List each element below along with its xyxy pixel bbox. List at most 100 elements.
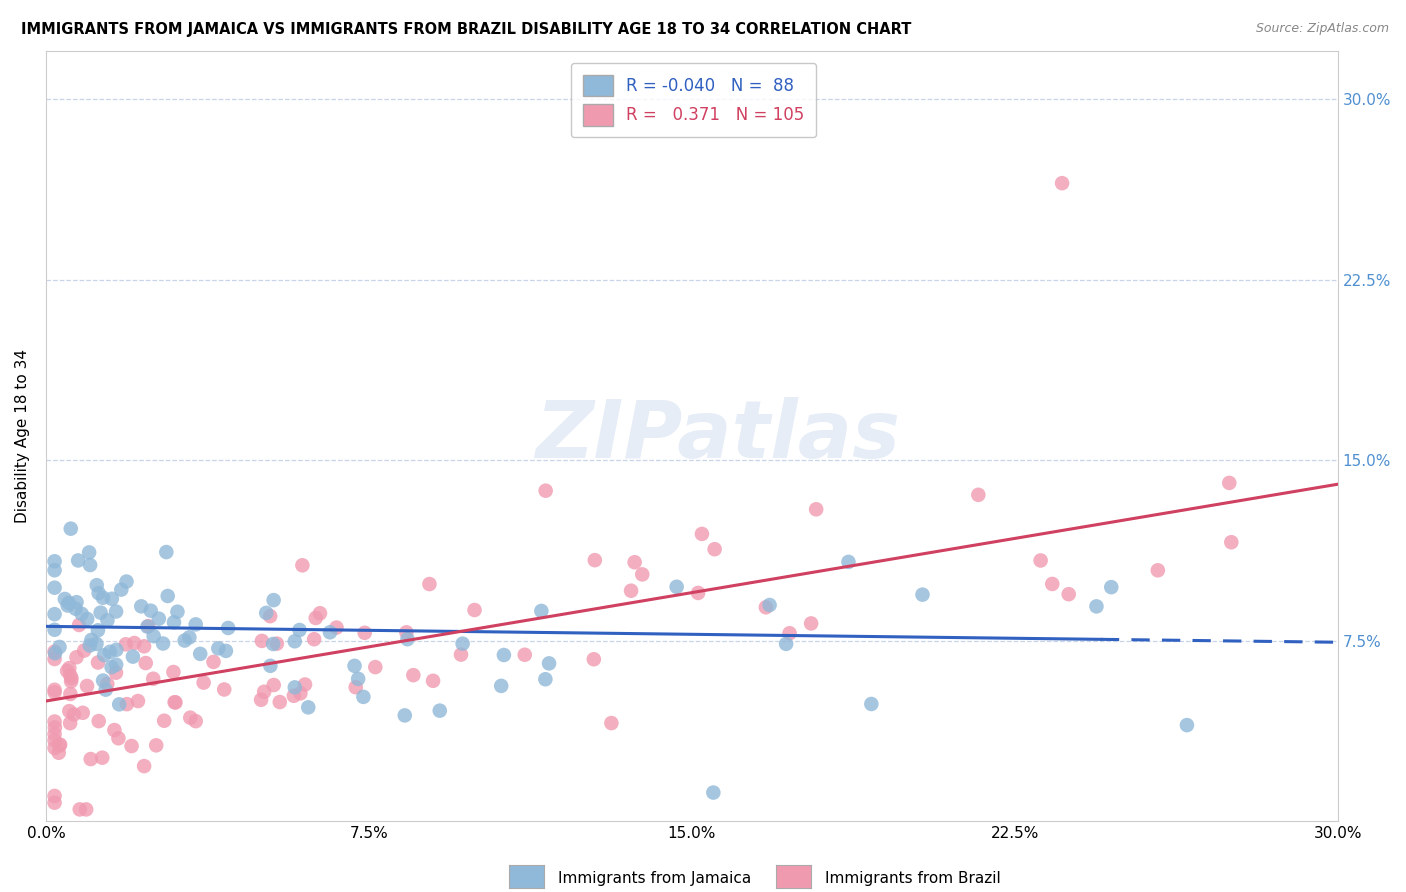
Point (127, 694, 149, 708)
Point (110, 582, 132, 597)
Point (86, 637, 108, 651)
Point (105, 642, 128, 657)
Point (77, 545, 100, 559)
Point (290, 686, 312, 700)
Point (79, 639, 101, 653)
Point (1040, 577, 1063, 591)
Point (152, 636, 174, 650)
Point (44, 682, 66, 697)
Point (67, 553, 90, 567)
Point (87, 586, 110, 600)
Point (67, 618, 90, 632)
Point (80, 632, 103, 647)
Point (755, 600, 778, 615)
Point (94, 682, 117, 697)
Point (688, 586, 710, 600)
Point (202, 655, 225, 669)
Point (58, 661, 80, 675)
Point (134, 759, 156, 773)
Point (63, 707, 86, 722)
Point (179, 631, 201, 645)
Point (262, 637, 284, 651)
Point (165, 696, 187, 710)
Point (105, 605, 128, 619)
Point (702, 786, 724, 800)
Point (145, 739, 167, 753)
Point (309, 607, 332, 621)
Point (1050, 176, 1073, 190)
Point (269, 695, 291, 709)
Point (87, 624, 110, 638)
Point (44, 727, 66, 741)
Point (347, 672, 370, 686)
Point (121, 739, 143, 753)
Text: Immigrants from Brazil: Immigrants from Brazil (825, 871, 1001, 886)
Point (58, 596, 80, 610)
Point (297, 700, 319, 714)
Point (44, 733, 66, 747)
Point (1099, 580, 1122, 594)
Point (250, 634, 273, 648)
Point (620, 583, 643, 598)
Point (101, 591, 124, 606)
Point (690, 527, 713, 541)
Point (162, 665, 184, 679)
Legend: R = -0.040   N =  88, R =   0.371   N = 105: R = -0.040 N = 88, R = 0.371 N = 105 (571, 62, 815, 137)
Point (72, 706, 94, 720)
Point (623, 555, 645, 569)
Point (44, 721, 66, 735)
Point (364, 660, 387, 674)
Point (538, 657, 561, 671)
Point (353, 625, 375, 640)
Point (75, 802, 97, 816)
Point (967, 488, 990, 502)
Point (58, 704, 80, 718)
Point (142, 672, 165, 686)
Point (294, 677, 316, 691)
Point (1220, 535, 1243, 549)
Point (44, 652, 66, 666)
Point (59, 668, 82, 682)
Point (288, 623, 311, 637)
Point (215, 644, 238, 658)
Point (1085, 599, 1108, 614)
Point (105, 657, 128, 672)
Point (65, 601, 87, 615)
Point (60, 671, 83, 685)
Point (139, 604, 162, 618)
Point (1218, 475, 1240, 490)
Point (44, 789, 66, 803)
Point (163, 615, 186, 630)
Point (48, 739, 70, 753)
Point (284, 634, 307, 648)
Point (115, 637, 138, 651)
Point (135, 656, 157, 670)
Text: Immigrants from Jamaica: Immigrants from Jamaica (558, 871, 751, 886)
Point (530, 604, 553, 618)
Point (212, 682, 235, 697)
Point (665, 580, 688, 594)
Point (163, 695, 186, 709)
Point (800, 616, 823, 631)
Point (156, 589, 179, 603)
Y-axis label: Disability Age 18 to 34: Disability Age 18 to 34 (15, 349, 30, 523)
Point (122, 649, 145, 664)
Point (188, 647, 211, 661)
Point (105, 665, 128, 680)
Point (53, 591, 76, 606)
Point (108, 698, 131, 712)
Point (65, 595, 87, 609)
Point (103, 723, 125, 737)
Point (107, 731, 129, 746)
Point (259, 609, 281, 624)
Point (266, 637, 288, 651)
Point (44, 563, 66, 577)
Point (115, 574, 138, 589)
Point (56, 664, 79, 678)
Point (96, 677, 118, 691)
Point (48, 746, 70, 760)
Point (87, 714, 110, 728)
Point (1057, 587, 1080, 601)
Point (166, 605, 188, 619)
Point (44, 554, 66, 568)
